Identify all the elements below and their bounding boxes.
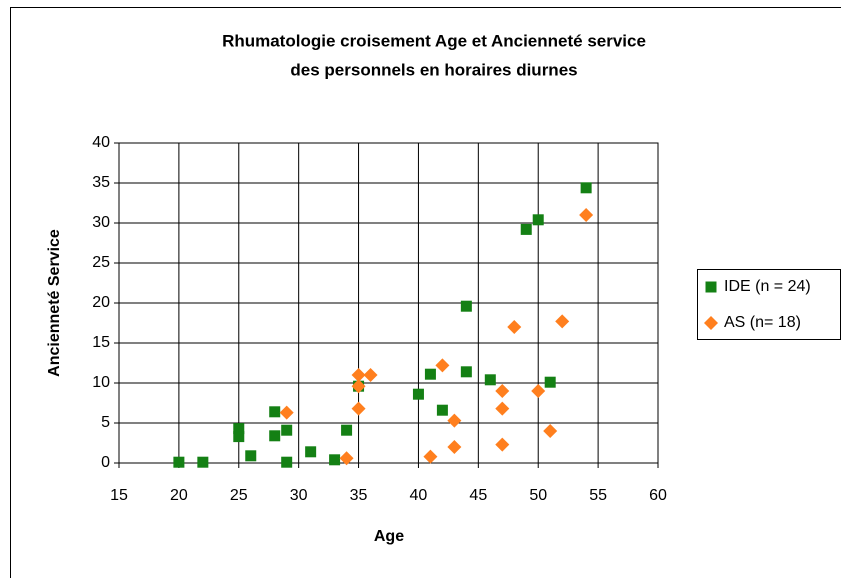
point: [279, 405, 294, 420]
point: [269, 430, 281, 442]
point: [507, 320, 522, 334]
x-tick-label: 50: [529, 487, 547, 504]
point: [173, 456, 185, 468]
point: [329, 454, 341, 466]
point: [460, 366, 472, 378]
point: [233, 423, 245, 435]
y-tick-label: 15: [92, 334, 110, 351]
y-tick-label: 5: [101, 414, 110, 431]
point: [341, 424, 353, 436]
point: [531, 384, 546, 398]
x-tick-label: 35: [350, 487, 368, 504]
chart-title: des personnels en horaires diurnes: [290, 60, 577, 79]
y-tick-label: 30: [92, 214, 110, 231]
point: [555, 314, 570, 329]
point: [281, 456, 293, 468]
point: [423, 449, 438, 464]
point: [579, 208, 594, 222]
x-tick-label: 60: [649, 487, 667, 504]
x-tick-label: 45: [469, 487, 487, 504]
point: [351, 368, 366, 382]
point: [532, 214, 544, 226]
y-axis-label: Ancienneté Service: [46, 229, 63, 377]
point: [520, 223, 532, 235]
point: [269, 406, 281, 418]
x-tick-label: 20: [170, 487, 188, 504]
y-tick-label: 40: [92, 134, 110, 151]
point: [339, 451, 354, 466]
legend-marker: [705, 281, 717, 293]
legend-label: AS (n= 18): [724, 314, 801, 331]
point: [543, 424, 558, 438]
point: [580, 182, 592, 194]
point: [245, 450, 257, 462]
y-tick-label: 20: [92, 294, 110, 311]
x-tick-label: 55: [589, 487, 607, 504]
x-tick-label: 15: [110, 487, 128, 504]
point: [484, 374, 496, 386]
x-tick-label: 40: [410, 487, 428, 504]
point: [281, 424, 293, 436]
point: [197, 456, 209, 468]
point: [351, 401, 366, 416]
x-tick-label: 30: [290, 487, 308, 504]
point: [435, 358, 450, 373]
y-tick-label: 25: [92, 254, 110, 271]
point: [495, 437, 510, 452]
point: [544, 376, 556, 388]
point: [305, 446, 317, 458]
point: [351, 379, 366, 394]
x-tick-label: 25: [230, 487, 248, 504]
point: [233, 431, 245, 443]
point: [363, 368, 378, 382]
point: [412, 388, 424, 400]
legend: [697, 269, 841, 340]
y-tick-label: 10: [92, 374, 110, 391]
legend-label: IDE (n = 24): [724, 278, 811, 295]
y-tick-label: 35: [92, 174, 110, 191]
point: [460, 300, 472, 312]
point: [447, 413, 462, 428]
point: [495, 401, 510, 416]
x-axis-label: Age: [374, 528, 404, 545]
legend-marker: [704, 316, 718, 330]
point: [495, 384, 510, 398]
y-tick-label: 0: [101, 454, 110, 471]
chart-title: Rhumatologie croisement Age et Anciennet…: [222, 31, 646, 50]
point: [424, 368, 436, 380]
point: [447, 440, 462, 454]
point: [436, 404, 448, 416]
